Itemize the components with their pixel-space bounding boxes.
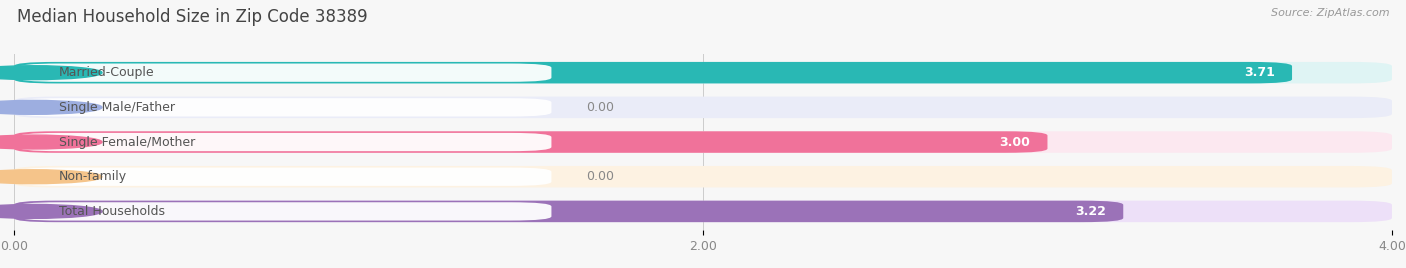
Text: Source: ZipAtlas.com: Source: ZipAtlas.com: [1271, 8, 1389, 18]
FancyBboxPatch shape: [14, 96, 1392, 118]
FancyBboxPatch shape: [17, 98, 551, 117]
FancyBboxPatch shape: [14, 131, 1392, 153]
Text: Non-family: Non-family: [59, 170, 127, 183]
Text: Single Male/Father: Single Male/Father: [59, 101, 174, 114]
Circle shape: [0, 170, 103, 184]
Circle shape: [0, 100, 103, 114]
FancyBboxPatch shape: [17, 168, 551, 186]
Text: Single Female/Mother: Single Female/Mother: [59, 136, 195, 148]
Text: Married-Couple: Married-Couple: [59, 66, 155, 79]
FancyBboxPatch shape: [14, 166, 1392, 188]
Text: 3.71: 3.71: [1244, 66, 1275, 79]
Circle shape: [0, 204, 103, 218]
Text: 3.22: 3.22: [1076, 205, 1107, 218]
Text: 3.00: 3.00: [1000, 136, 1031, 148]
FancyBboxPatch shape: [14, 201, 1123, 222]
Circle shape: [0, 66, 103, 80]
Text: 0.00: 0.00: [586, 101, 614, 114]
FancyBboxPatch shape: [17, 133, 551, 151]
FancyBboxPatch shape: [17, 64, 551, 82]
FancyBboxPatch shape: [14, 62, 1392, 83]
Text: 0.00: 0.00: [586, 170, 614, 183]
FancyBboxPatch shape: [14, 201, 1392, 222]
Circle shape: [0, 135, 103, 149]
Text: Median Household Size in Zip Code 38389: Median Household Size in Zip Code 38389: [17, 8, 367, 26]
FancyBboxPatch shape: [14, 131, 1047, 153]
FancyBboxPatch shape: [14, 62, 1292, 83]
Text: Total Households: Total Households: [59, 205, 165, 218]
FancyBboxPatch shape: [17, 202, 551, 221]
